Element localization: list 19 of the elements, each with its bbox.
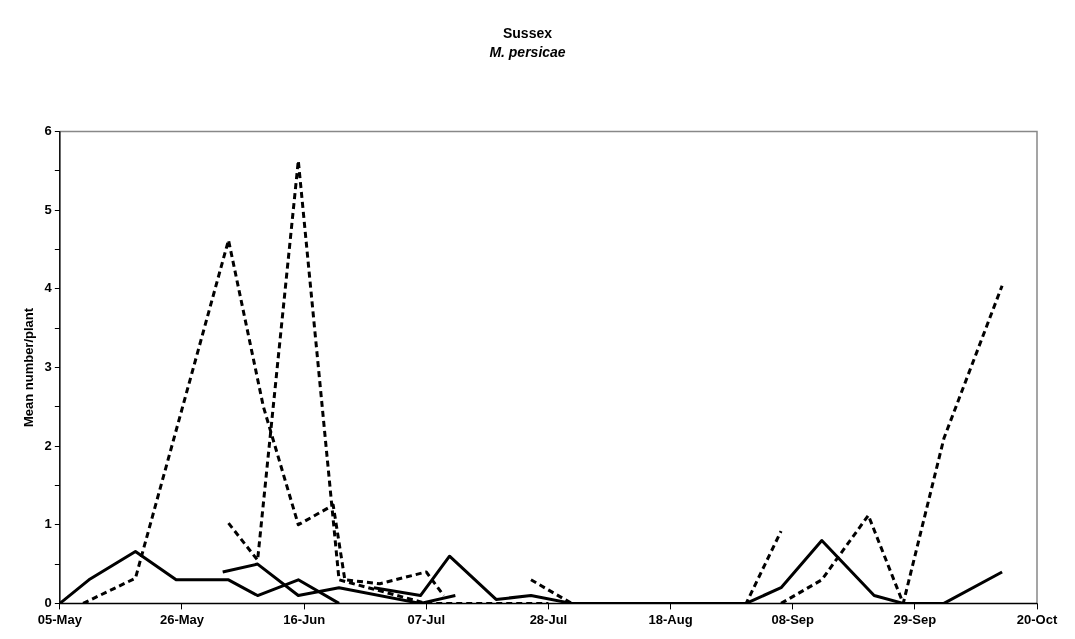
x-tick-label: 16-Jun bbox=[283, 611, 326, 627]
x-tick-label: 07-Jul bbox=[407, 611, 446, 627]
chart-subtitle: M. persicae bbox=[489, 44, 566, 61]
y-tick-label: 6 bbox=[44, 123, 52, 139]
x-tick-label: 18-Aug bbox=[648, 611, 693, 627]
x-tick-label: 08-Sep bbox=[771, 611, 815, 627]
y-axis-title: Mean number/plant bbox=[21, 307, 37, 428]
chart-title: Sussex bbox=[502, 25, 553, 42]
y-tick-label: 4 bbox=[44, 280, 53, 296]
x-tick-label: 05-May bbox=[37, 611, 83, 627]
y-tick-label: 1 bbox=[44, 516, 52, 532]
x-tick-label: 20-Oct bbox=[1016, 611, 1058, 627]
y-tick-label: 0 bbox=[44, 594, 52, 610]
y-tick-label: 5 bbox=[44, 201, 52, 217]
x-tick-label: 26-May bbox=[159, 611, 205, 627]
x-tick-label: 29-Sep bbox=[893, 611, 937, 627]
x-tick-label: 28-Jul bbox=[529, 611, 568, 627]
y-tick-label: 3 bbox=[44, 359, 52, 375]
y-tick-label: 2 bbox=[44, 437, 52, 453]
